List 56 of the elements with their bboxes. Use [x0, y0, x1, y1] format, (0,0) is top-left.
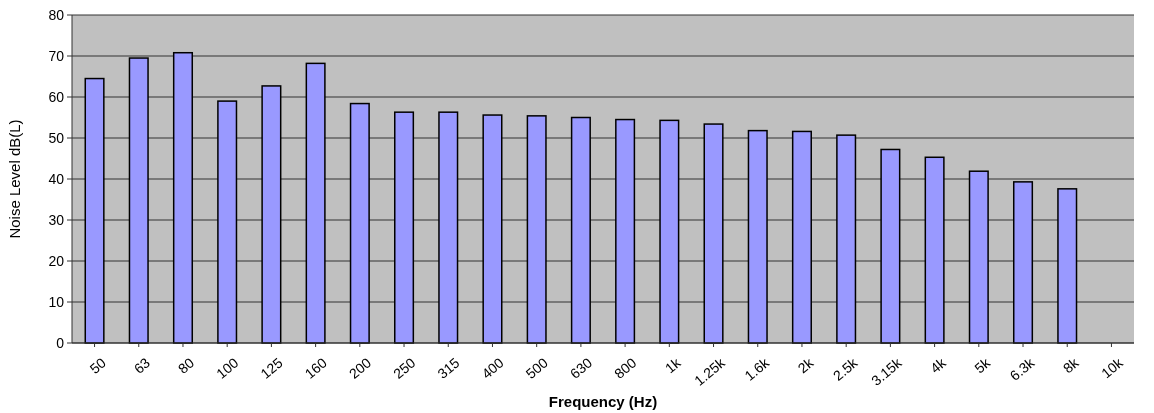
y-tick-label: 20: [48, 252, 65, 269]
bar: [615, 118, 636, 344]
bar: [128, 57, 149, 344]
y-tick-label: 0: [56, 334, 65, 351]
bar: [172, 51, 194, 344]
bar: [217, 100, 238, 344]
bar: [968, 170, 989, 344]
bar: [84, 77, 105, 344]
x-tick-label: 500: [522, 354, 552, 382]
x-tick-label: 160: [301, 354, 331, 382]
bar: [791, 130, 812, 344]
bar: [747, 129, 768, 344]
y-tick-label: 40: [48, 170, 65, 187]
y-axis-title: Noise Level dB(L): [6, 119, 23, 239]
x-tick-label: 400: [478, 354, 507, 382]
x-tick-label: 5k: [971, 353, 994, 377]
bar: [924, 156, 945, 344]
x-tick-label: 4k: [927, 353, 950, 377]
bar: [836, 134, 857, 344]
bar: [305, 62, 326, 344]
x-tick-label: 1.6k: [741, 353, 773, 384]
bar: [880, 148, 901, 344]
y-tick-label: 80: [48, 6, 65, 23]
y-tick-label: 10: [48, 293, 65, 310]
x-tick-label: 315: [434, 354, 463, 382]
bar: [1012, 181, 1034, 344]
y-tick-label: 60: [48, 88, 65, 105]
bar: [570, 116, 591, 344]
x-tick-label: 1k: [661, 353, 685, 377]
x-tick-label: 50: [86, 354, 109, 377]
y-tick-label: 70: [48, 47, 65, 64]
x-tick-label: 8k: [1059, 353, 1083, 377]
bar: [703, 123, 724, 344]
bar: [659, 119, 680, 344]
x-tick-label: 250: [390, 354, 419, 382]
x-tick-label: 10k: [1098, 353, 1127, 382]
bar: [394, 111, 415, 344]
x-tick-label: 63: [130, 354, 154, 377]
x-tick-label: 100: [213, 354, 242, 382]
bar: [1057, 188, 1078, 344]
x-axis-title: Frequency (Hz): [548, 393, 658, 410]
bar: [349, 102, 370, 344]
bar: [526, 115, 547, 344]
bar: [482, 114, 503, 344]
x-tick-label: 125: [257, 354, 286, 382]
x-tick-label: 800: [611, 354, 640, 382]
x-tick-label: 80: [174, 354, 198, 377]
x-tick-label: 2k: [794, 353, 817, 377]
bar: [438, 111, 459, 344]
x-tick-label: 200: [345, 354, 375, 382]
y-tick-label: 50: [48, 129, 65, 146]
x-tick-label: 2.5k: [829, 353, 862, 384]
bar: [261, 85, 282, 344]
x-tick-label: 630: [566, 354, 596, 382]
x-tick-label: 6.3k: [1006, 353, 1039, 384]
y-tick-label: 30: [48, 211, 65, 228]
